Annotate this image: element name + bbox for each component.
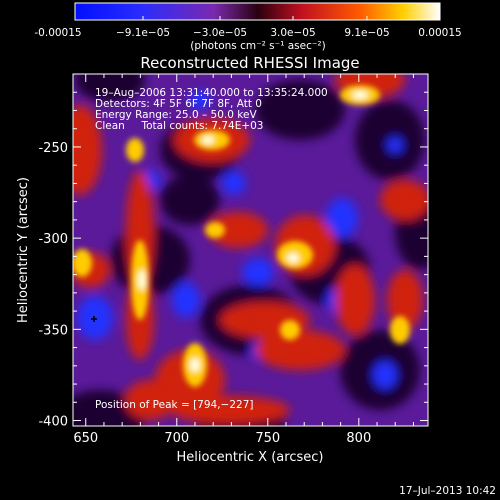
y-tick-label: -250 [38, 141, 68, 156]
image-map [73, 74, 428, 426]
colorbar-gradient [74, 2, 441, 21]
colorbar-tick-3: 3.0e−05 [270, 27, 315, 39]
y-tick-label: -350 [38, 323, 68, 338]
x-axis-label: Heliocentric X (arcsec) [177, 450, 324, 465]
colorbar-tick-2: −3.0e−05 [193, 27, 247, 39]
y-tick-label: -300 [38, 232, 68, 247]
annotation-detectors: Detectors: 4F 5F 6F 7F 8F, Att 0 [95, 98, 262, 110]
annotation-block: 19–Aug–2006 13:31:40.000 to 13:35:24.000… [95, 87, 328, 411]
colorbar-unit-label: (photons cm⁻² s⁻¹ asec⁻²) [190, 40, 325, 52]
footer-timestamp: 17–Jul–2013 10:42 [399, 485, 496, 497]
colorbar-tick-5: 0.00015 [418, 27, 461, 39]
peak-marker [91, 316, 97, 322]
annotation-counts: Clean Total counts: 7.74E+03 [95, 120, 264, 132]
x-tick-label: 700 [164, 431, 189, 446]
plot-frame [72, 73, 429, 427]
x-tick-label: 750 [255, 431, 280, 446]
x-tick-label: 650 [73, 431, 98, 446]
y-tick-label: -400 [38, 415, 68, 430]
colorbar: -0.00015 −9.1e−05 −3.0e−05 3.0e−05 9.1e−… [34, 2, 462, 52]
plot-title: Reconstructed RHESSI Image [140, 54, 359, 72]
annotation-energy: Energy Range: 25.0 – 50.0 keV [95, 109, 257, 121]
colorbar-tick-1: −9.1e−05 [116, 27, 170, 39]
colorbar-tick-4: 9.1e−05 [344, 27, 389, 39]
annotation-peak: Position of Peak = [794,−227] [95, 399, 254, 411]
colorbar-tick-0: -0.00015 [34, 27, 81, 39]
annotation-time: 19–Aug–2006 13:31:40.000 to 13:35:24.000 [95, 87, 328, 99]
x-axis [85, 74, 414, 426]
x-tick-label: 800 [346, 431, 371, 446]
y-axis [73, 91, 428, 422]
y-axis-label: Heliocentric Y (arcsec) [16, 177, 31, 323]
